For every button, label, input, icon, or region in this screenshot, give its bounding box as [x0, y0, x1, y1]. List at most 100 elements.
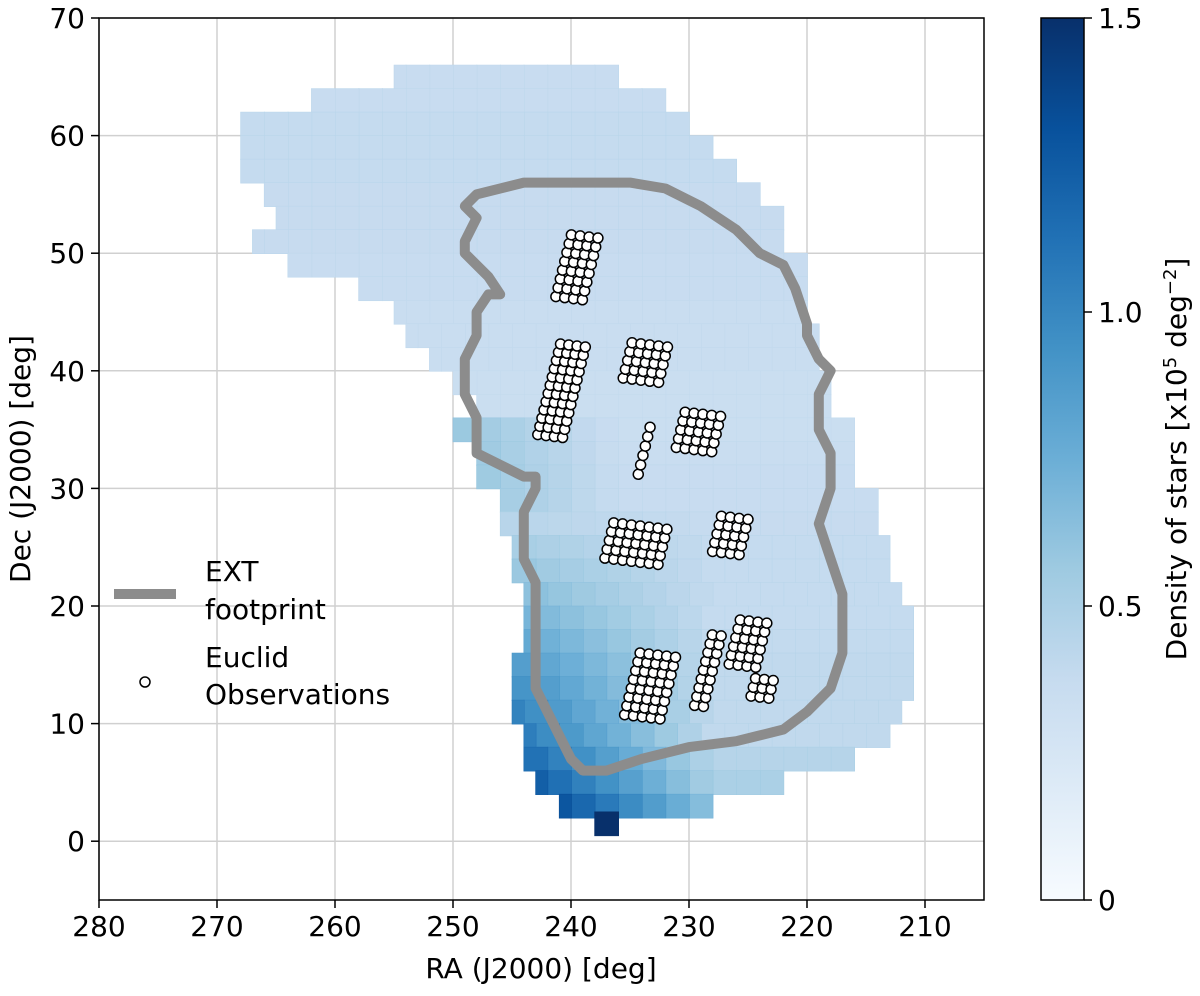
density-tile [641, 111, 667, 137]
density-tile [594, 488, 619, 513]
density-tile [499, 111, 525, 137]
density-tile [735, 299, 761, 325]
density-tile [535, 770, 549, 795]
density-tile [405, 88, 431, 113]
density-tile [547, 464, 572, 490]
density-tile [617, 276, 643, 302]
density-tile [617, 299, 643, 325]
density-tile [735, 441, 761, 466]
density-tile [252, 229, 265, 254]
density-tile [759, 417, 785, 443]
density-tile [783, 746, 808, 772]
density-tile [747, 346, 773, 372]
density-tile [724, 346, 749, 372]
y-tick-label: 70 [49, 2, 85, 35]
density-tile [853, 511, 879, 537]
density-tile [429, 346, 442, 372]
density-tile [594, 135, 619, 160]
density-tile [558, 629, 584, 654]
density-tile [653, 723, 678, 748]
density-tile [676, 535, 702, 560]
density-tile [783, 417, 808, 443]
density-tile [570, 441, 596, 466]
density-tile [287, 158, 313, 184]
density-tile [665, 770, 690, 795]
density-tile [405, 111, 431, 137]
density-tile [759, 488, 785, 513]
density-tile [499, 88, 525, 113]
density-tile [759, 205, 785, 231]
density-tile [665, 370, 690, 396]
density-tile [499, 417, 525, 443]
density-tile [405, 205, 431, 231]
density-tile [263, 135, 289, 160]
density-tile [724, 676, 749, 701]
density-tile [523, 229, 549, 254]
density-tile [712, 488, 737, 513]
density-tile [287, 205, 313, 231]
density-tile [641, 464, 667, 490]
density-tile [358, 252, 384, 278]
density-tile [794, 723, 820, 748]
ext-footprint-outline [459, 177, 848, 776]
density-tile [617, 252, 643, 278]
density-tile [523, 135, 549, 160]
density-tile [499, 299, 525, 325]
density-tile [476, 370, 502, 396]
density-tile [358, 205, 384, 231]
density-tile [712, 158, 737, 184]
density-tile [783, 488, 808, 513]
density-tile [358, 158, 384, 184]
density-tile [842, 676, 867, 701]
density-tile [594, 811, 619, 837]
density-tile [617, 135, 643, 160]
density-tile [735, 582, 761, 607]
density-tile [287, 229, 313, 254]
legend-euclid-label-line2: Observations [205, 678, 390, 711]
plot-frame [98, 17, 985, 901]
density-tile [334, 111, 360, 137]
density-tile [759, 464, 785, 490]
euclid-observation-point [661, 523, 673, 535]
density-tile [476, 158, 502, 184]
density-tile [688, 229, 714, 254]
density-tile [735, 417, 761, 443]
density-tile [311, 182, 336, 207]
density-tile [311, 252, 336, 278]
density-tile [334, 135, 360, 160]
density-tile [759, 511, 785, 537]
density-tile [570, 488, 596, 513]
density-tile [700, 346, 726, 372]
density-tile [842, 535, 867, 560]
density-tile [405, 323, 419, 349]
density-tile [381, 205, 407, 231]
density-tile [865, 535, 891, 560]
density-tile [712, 229, 737, 254]
density-tile [429, 276, 454, 302]
density-tile [358, 135, 384, 160]
density-tile [287, 252, 313, 278]
density-tile [429, 229, 454, 254]
colorbar-label-sup1: 5 [1160, 357, 1181, 368]
density-tile [311, 135, 336, 160]
x-tick-label: 280 [72, 910, 125, 943]
density-tile [358, 276, 384, 302]
density-tile [440, 323, 466, 349]
density-tile [676, 629, 702, 654]
density-tile [582, 652, 608, 678]
density-tile [334, 182, 360, 207]
ext-footprint [459, 177, 848, 776]
density-tile [570, 111, 596, 137]
euclid-observation-point [714, 410, 727, 423]
y-axis-label: Dec (J2000) [deg] [4, 335, 37, 583]
density-tile [476, 135, 502, 160]
density-tile [617, 88, 643, 113]
density-tile [499, 229, 525, 254]
density-tile [641, 252, 667, 278]
density-tile [606, 605, 631, 631]
density-tile [476, 229, 502, 254]
density-tile [617, 770, 643, 795]
density-tile [712, 370, 737, 396]
density-tile [759, 746, 785, 772]
colorbar-tick-label: 0.5 [1098, 590, 1143, 623]
